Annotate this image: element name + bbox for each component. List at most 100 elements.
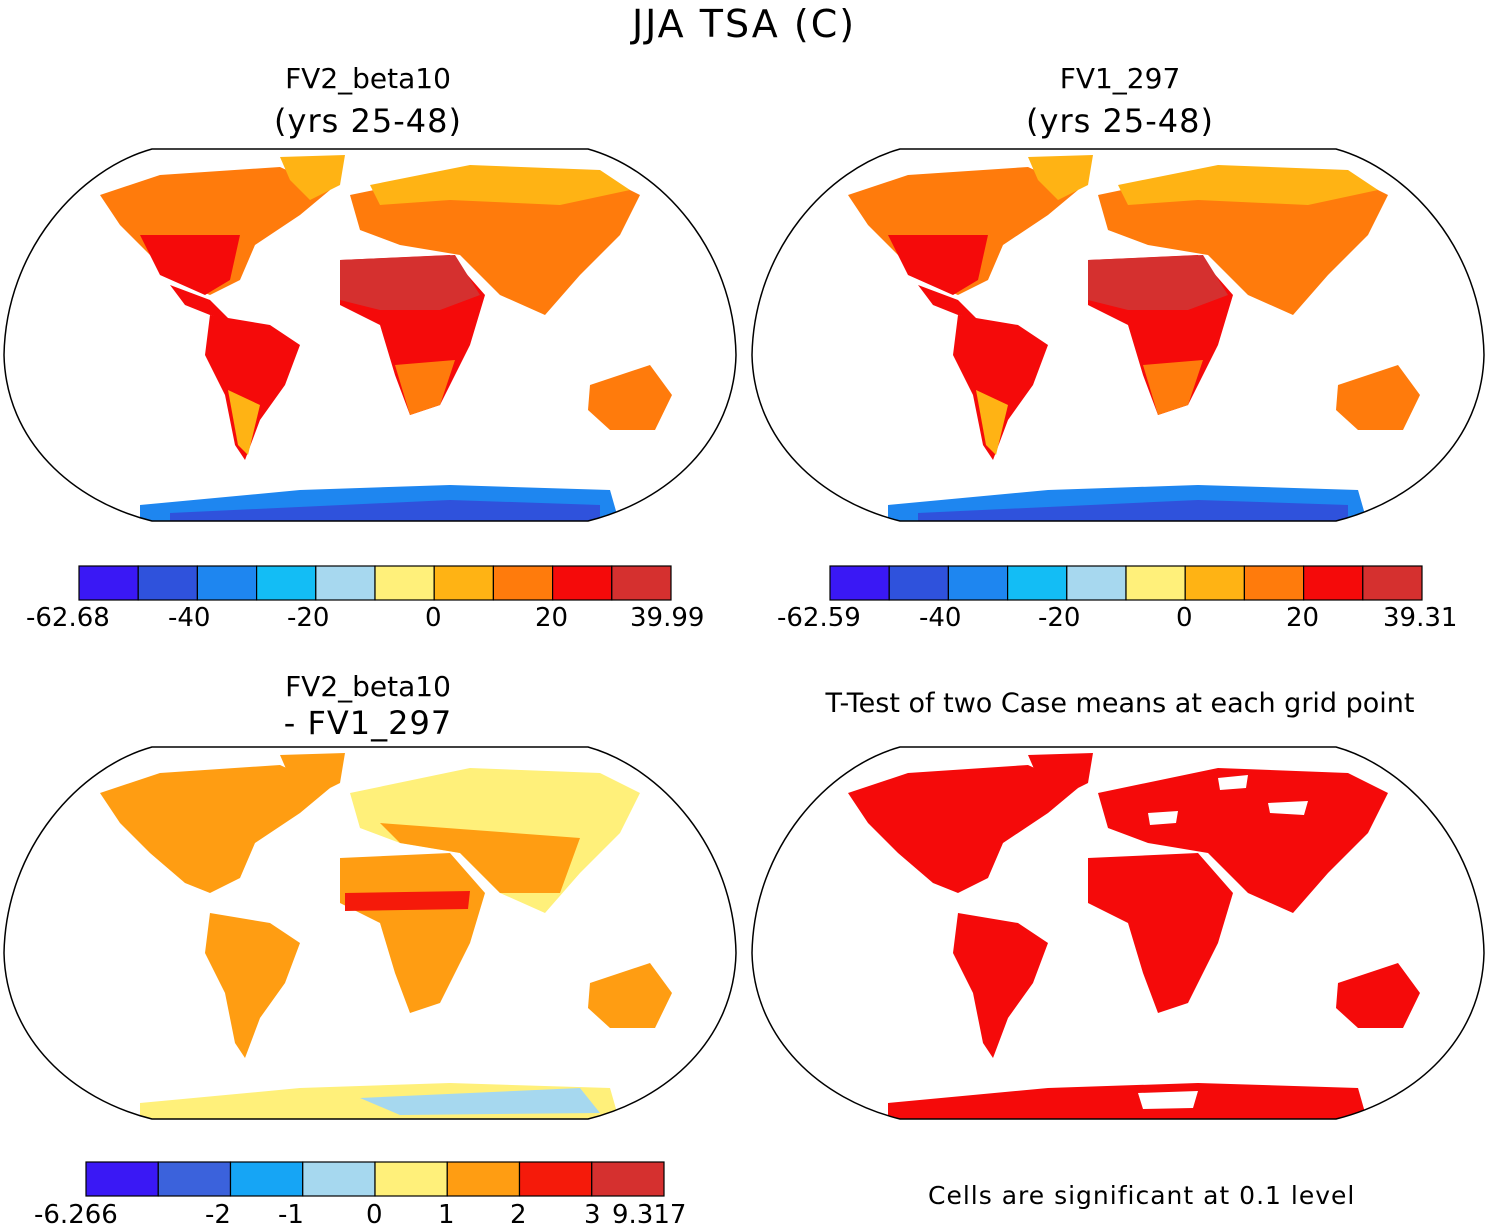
australia: [588, 963, 672, 1028]
cb-fv2-label-1: -40: [168, 603, 211, 633]
nonsignificant-cells: [1138, 775, 1308, 1109]
cb-diff-label-0: -6.266: [34, 1200, 118, 1230]
panel-diff-title: FV2_beta10: [285, 670, 451, 703]
panel-fv1-title: FV1_297: [1059, 62, 1181, 95]
eurasia-north: [370, 165, 630, 205]
cb-fv2-label-2: -20: [287, 603, 330, 633]
sahara: [340, 255, 480, 310]
figure-title: JJA TSA (C): [631, 2, 857, 46]
colorbar-fv2: [78, 565, 672, 601]
panel-fv1-subtitle: (yrs 25-48): [1026, 102, 1214, 140]
colorbar-diff: [85, 1161, 665, 1197]
australia: [588, 365, 672, 430]
colorbar-swatch-2: [947, 565, 1009, 601]
mexico: [918, 285, 978, 320]
panel-fv2-subtitle: (yrs 25-48): [274, 102, 462, 140]
map-outline: [751, 148, 1485, 522]
usa-region: [140, 235, 240, 295]
greenland: [1028, 753, 1093, 798]
cb-fv1-label-3: 0: [1176, 603, 1193, 633]
greenland: [280, 753, 345, 798]
colorbar-swatch-1: [888, 565, 950, 601]
map-outline: [3, 148, 737, 522]
colorbar-swatch-8: [1303, 565, 1364, 601]
eurasia-south: [380, 823, 580, 893]
colorbar-swatch-4: [1066, 565, 1127, 601]
south-america-south: [976, 390, 1008, 455]
cb-fv1-label-4: 20: [1286, 603, 1320, 633]
south-america: [205, 913, 300, 1058]
colorbar-swatch-5: [446, 1161, 521, 1197]
map-panel-fv1: [751, 148, 1485, 522]
mexico: [170, 285, 230, 320]
colorbar-swatch-0: [829, 565, 890, 601]
australia: [1336, 963, 1420, 1028]
colorbar-swatch-7: [591, 1161, 665, 1197]
map-outline: [751, 746, 1485, 1120]
antarctica-interior: [170, 500, 600, 521]
colorbar-swatch-7: [1243, 565, 1305, 601]
cb-diff-label-3: 0: [366, 1200, 383, 1230]
sahara: [1088, 255, 1228, 310]
south-america-south: [228, 390, 260, 455]
panel-fv2-title: FV2_beta10: [285, 62, 451, 95]
africa: [1088, 853, 1233, 1013]
colorbar-swatch-6: [433, 565, 495, 601]
cb-fv1-label-5: 39.31: [1383, 603, 1458, 633]
colorbar-swatch-5: [374, 565, 435, 601]
cb-diff-label-5: 2: [510, 1200, 527, 1230]
cb-fv1-label-0: -62.59: [777, 603, 861, 633]
colorbar-swatch-0: [78, 565, 139, 601]
map-panel-fv2: [3, 148, 737, 522]
colorbar-swatch-5: [1125, 565, 1186, 601]
greenland: [280, 155, 345, 200]
usa-region: [888, 235, 988, 295]
cb-diff-label-4: 1: [438, 1200, 455, 1230]
panel-ttest-title: T-Test of two Case means at each grid po…: [825, 688, 1415, 719]
africa-south: [1143, 360, 1203, 415]
colorbar-fv1: [829, 565, 1423, 601]
colorbar-swatch-2: [229, 1161, 304, 1197]
antarctica-cool: [360, 1088, 600, 1115]
colorbar-swatch-3: [302, 1161, 376, 1197]
colorbar-swatch-9: [611, 565, 672, 601]
cb-diff-label-7: 9.317: [612, 1200, 687, 1230]
cb-fv2-label-0: -62.68: [26, 603, 110, 633]
cb-fv1-label-1: -40: [919, 603, 962, 633]
colorbar-swatch-6: [518, 1161, 593, 1197]
map-panel-diff: [3, 746, 737, 1120]
map-outline: [3, 746, 737, 1120]
colorbar-swatch-3: [1007, 565, 1068, 601]
north-america: [848, 167, 1078, 295]
north-america: [100, 765, 330, 893]
map-panel-ttest: [751, 746, 1485, 1120]
africa-south: [395, 360, 455, 415]
antarctica: [888, 1083, 1368, 1119]
colorbar-swatch-0: [85, 1161, 159, 1197]
eurasia-north: [1118, 165, 1378, 205]
eurasia: [350, 170, 640, 315]
colorbar-swatch-6: [1184, 565, 1246, 601]
colorbar-swatch-3: [256, 565, 317, 601]
south-america: [205, 315, 300, 460]
australia: [1336, 365, 1420, 430]
cb-diff-label-1: -2: [205, 1200, 231, 1230]
panel-diff-subtitle: - FV1_297: [283, 704, 453, 742]
eurasia: [1098, 170, 1388, 315]
ttest-footnote: Cells are significant at 0.1 level: [928, 1181, 1356, 1210]
south-america: [953, 913, 1048, 1058]
cb-fv2-label-3: 0: [425, 603, 442, 633]
north-america: [848, 765, 1078, 893]
colorbar-swatch-1: [137, 565, 199, 601]
cb-fv2-label-5: 39.99: [630, 603, 705, 633]
cb-diff-label-6: 3: [584, 1200, 601, 1230]
colorbar-swatch-4: [374, 1161, 448, 1197]
africa-band: [345, 891, 470, 911]
south-america: [953, 315, 1048, 460]
colorbar-swatch-4: [315, 565, 376, 601]
cb-fv2-label-4: 20: [535, 603, 569, 633]
cb-fv1-label-2: -20: [1038, 603, 1081, 633]
colorbar-swatch-7: [492, 565, 554, 601]
greenland: [1028, 155, 1093, 200]
north-america: [100, 167, 330, 295]
